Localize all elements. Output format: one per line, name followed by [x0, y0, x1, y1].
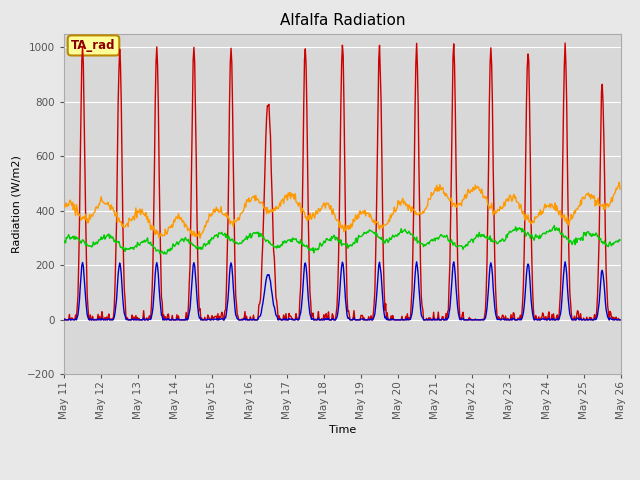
X-axis label: Time: Time [329, 425, 356, 435]
Title: Alfalfa Radiation: Alfalfa Radiation [280, 13, 405, 28]
Text: TA_rad: TA_rad [71, 39, 116, 52]
Y-axis label: Radiation (W/m2): Radiation (W/m2) [11, 155, 21, 253]
